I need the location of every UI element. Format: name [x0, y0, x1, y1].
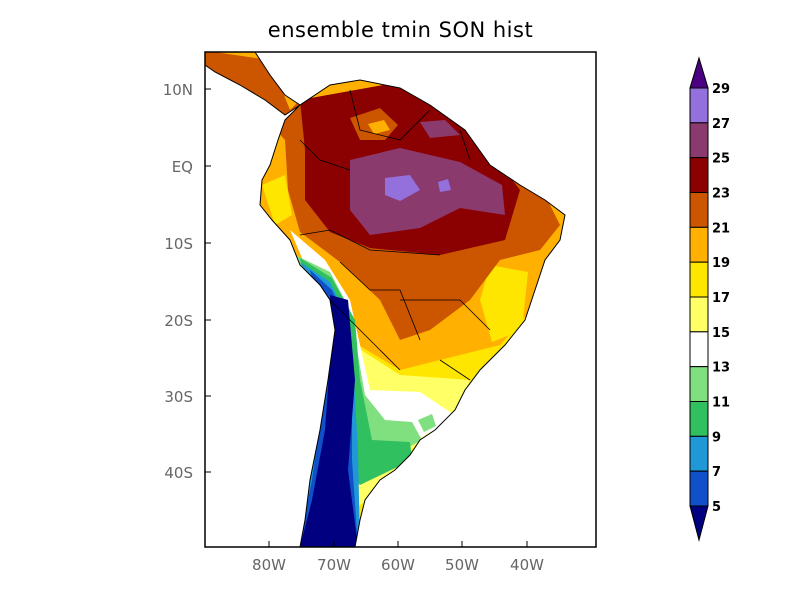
colorbar: 29 27 25 23 21 19 17 15 13 11 9 7 5	[689, 56, 730, 542]
colorbar-box	[689, 331, 709, 368]
lat-label: 40S	[164, 464, 193, 482]
country-borders	[299, 89, 491, 381]
colorbar-box	[689, 122, 709, 159]
lat-label: 10N	[163, 81, 193, 99]
colorbar-label: 15	[712, 326, 730, 341]
axis-ticks	[205, 88, 528, 547]
colorbar-max-arrow	[689, 56, 709, 89]
lon-label: 50W	[445, 556, 479, 574]
map-frame	[204, 51, 597, 548]
lon-labels: 80W 70W 60W 50W 40W	[252, 556, 544, 574]
colorbar-label: 29	[712, 82, 730, 97]
colorbar-label: 5	[712, 500, 721, 515]
lat-labels: 10N EQ 10S 20S 30S 40S	[163, 81, 193, 482]
colorbar-box	[689, 401, 709, 437]
colorbar-box	[689, 366, 709, 402]
colorbar-label: 13	[712, 361, 730, 376]
lon-label: 40W	[510, 556, 544, 574]
colorbar-box	[689, 226, 709, 263]
colorbar-box	[689, 192, 709, 228]
lat-label: EQ	[172, 158, 193, 176]
colorbar-label: 11	[712, 396, 730, 411]
colorbar-box	[689, 296, 709, 333]
colorbar-box	[689, 435, 709, 472]
colorbar-label: 9	[712, 430, 721, 445]
colorbar-box	[689, 157, 709, 194]
colorbar-label: 27	[712, 117, 730, 132]
colorbar-label: 23	[712, 187, 730, 202]
lat-label: 10S	[164, 235, 193, 253]
colorbar-min-arrow	[689, 505, 709, 542]
colorbar-box	[689, 470, 709, 507]
map-title: ensemble tmin SON hist	[267, 18, 534, 42]
colorbar-label: 21	[712, 221, 730, 236]
lat-label: 20S	[164, 312, 193, 330]
lon-label: 80W	[252, 556, 286, 574]
colorbar-box	[689, 261, 709, 298]
colorbar-label: 25	[712, 152, 730, 167]
lon-label: 60W	[381, 556, 415, 574]
colorbar-box	[689, 87, 709, 124]
colorbar-label: 7	[712, 465, 721, 480]
lon-label: 70W	[317, 556, 351, 574]
map-plot-area	[205, 52, 566, 547]
colorbar-label: 17	[712, 291, 730, 306]
colorbar-label: 19	[712, 256, 730, 271]
lat-label: 30S	[164, 388, 193, 406]
